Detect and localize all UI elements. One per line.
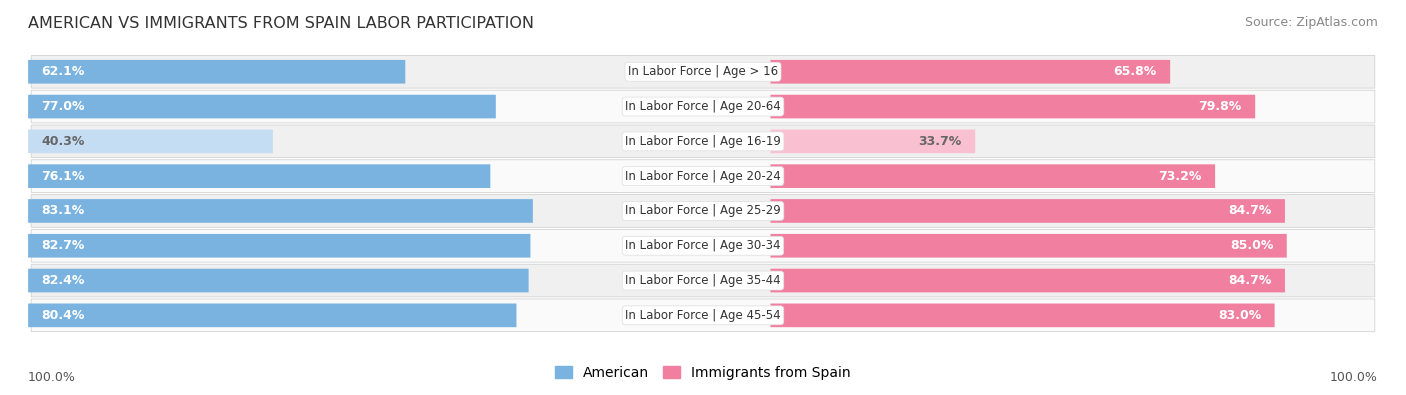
Text: 40.3%: 40.3% bbox=[42, 135, 84, 148]
Text: 82.7%: 82.7% bbox=[42, 239, 84, 252]
FancyBboxPatch shape bbox=[770, 95, 1256, 118]
Text: 84.7%: 84.7% bbox=[1227, 205, 1271, 218]
FancyBboxPatch shape bbox=[770, 199, 1285, 223]
FancyBboxPatch shape bbox=[31, 299, 1375, 332]
FancyBboxPatch shape bbox=[31, 55, 1375, 88]
Text: In Labor Force | Age 20-64: In Labor Force | Age 20-64 bbox=[626, 100, 780, 113]
FancyBboxPatch shape bbox=[31, 264, 1375, 297]
FancyBboxPatch shape bbox=[28, 269, 529, 292]
FancyBboxPatch shape bbox=[31, 125, 1375, 158]
FancyBboxPatch shape bbox=[770, 234, 1286, 258]
FancyBboxPatch shape bbox=[28, 303, 516, 327]
FancyBboxPatch shape bbox=[28, 95, 496, 118]
FancyBboxPatch shape bbox=[28, 164, 491, 188]
Text: 73.2%: 73.2% bbox=[1159, 169, 1202, 182]
Text: In Labor Force | Age 25-29: In Labor Force | Age 25-29 bbox=[626, 205, 780, 218]
Text: 79.8%: 79.8% bbox=[1198, 100, 1241, 113]
Text: 84.7%: 84.7% bbox=[1227, 274, 1271, 287]
FancyBboxPatch shape bbox=[31, 160, 1375, 192]
FancyBboxPatch shape bbox=[770, 130, 976, 153]
Text: 65.8%: 65.8% bbox=[1114, 65, 1157, 78]
FancyBboxPatch shape bbox=[31, 229, 1375, 262]
FancyBboxPatch shape bbox=[770, 303, 1275, 327]
Text: 83.1%: 83.1% bbox=[42, 205, 84, 218]
Text: 83.0%: 83.0% bbox=[1218, 309, 1261, 322]
Text: 100.0%: 100.0% bbox=[28, 371, 76, 384]
Text: In Labor Force | Age 35-44: In Labor Force | Age 35-44 bbox=[626, 274, 780, 287]
Text: 85.0%: 85.0% bbox=[1230, 239, 1274, 252]
Legend: American, Immigrants from Spain: American, Immigrants from Spain bbox=[550, 360, 856, 386]
FancyBboxPatch shape bbox=[31, 90, 1375, 123]
FancyBboxPatch shape bbox=[770, 269, 1285, 292]
Text: In Labor Force | Age 45-54: In Labor Force | Age 45-54 bbox=[626, 309, 780, 322]
Text: 100.0%: 100.0% bbox=[1330, 371, 1378, 384]
FancyBboxPatch shape bbox=[770, 164, 1215, 188]
FancyBboxPatch shape bbox=[770, 60, 1170, 84]
Text: 62.1%: 62.1% bbox=[42, 65, 84, 78]
Text: 77.0%: 77.0% bbox=[42, 100, 86, 113]
Text: 82.4%: 82.4% bbox=[42, 274, 84, 287]
Text: In Labor Force | Age 30-34: In Labor Force | Age 30-34 bbox=[626, 239, 780, 252]
Text: In Labor Force | Age 20-24: In Labor Force | Age 20-24 bbox=[626, 169, 780, 182]
Text: In Labor Force | Age > 16: In Labor Force | Age > 16 bbox=[628, 65, 778, 78]
Text: 80.4%: 80.4% bbox=[42, 309, 84, 322]
FancyBboxPatch shape bbox=[28, 60, 405, 84]
Text: 76.1%: 76.1% bbox=[42, 169, 84, 182]
Text: In Labor Force | Age 16-19: In Labor Force | Age 16-19 bbox=[626, 135, 780, 148]
FancyBboxPatch shape bbox=[28, 130, 273, 153]
FancyBboxPatch shape bbox=[28, 199, 533, 223]
Text: AMERICAN VS IMMIGRANTS FROM SPAIN LABOR PARTICIPATION: AMERICAN VS IMMIGRANTS FROM SPAIN LABOR … bbox=[28, 16, 534, 31]
FancyBboxPatch shape bbox=[28, 234, 530, 258]
FancyBboxPatch shape bbox=[31, 195, 1375, 227]
Text: Source: ZipAtlas.com: Source: ZipAtlas.com bbox=[1244, 16, 1378, 29]
Text: 33.7%: 33.7% bbox=[918, 135, 962, 148]
